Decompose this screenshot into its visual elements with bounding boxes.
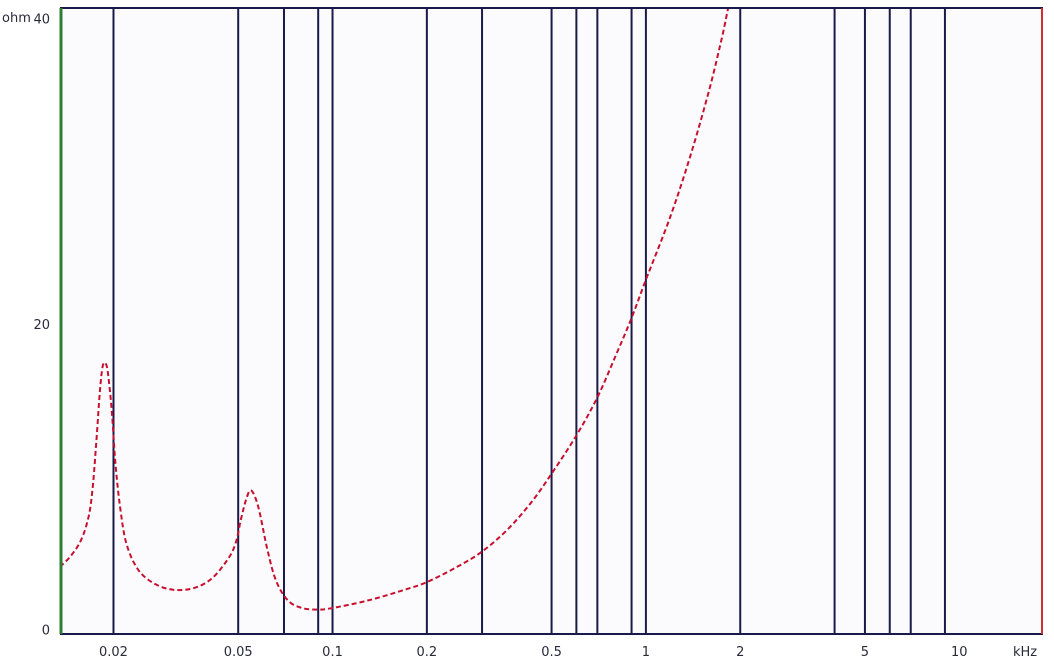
x-tick-label: 10 [951,645,968,660]
x-tick-label: 0.2 [417,645,438,660]
y-axis-unit-label: ohm [2,11,31,26]
y-tick-label: 40 [33,13,50,28]
x-tick-label: 1 [642,645,650,660]
x-tick-label: 0.05 [224,645,253,660]
x-tick-labels: 0.02 0.05 0.1 0.2 0.5 1 2 5 10 [99,645,968,660]
x-tick-label: 0.02 [99,645,128,660]
x-axis-unit-label: kHz [1013,645,1037,660]
x-tick-label: 2 [736,645,744,660]
series-line-0 [60,8,730,611]
y-tick-label: 0 [42,623,50,638]
y-tick-label: 20 [33,318,50,333]
y-tick-labels: 0 20 40 [33,13,50,639]
series-layer [60,8,730,611]
x-tick-label: 5 [861,645,869,660]
x-tick-label: 0.5 [541,645,562,660]
x-tick-label: 0.1 [322,645,343,660]
gridlines [112,8,946,634]
axes [59,7,1043,635]
